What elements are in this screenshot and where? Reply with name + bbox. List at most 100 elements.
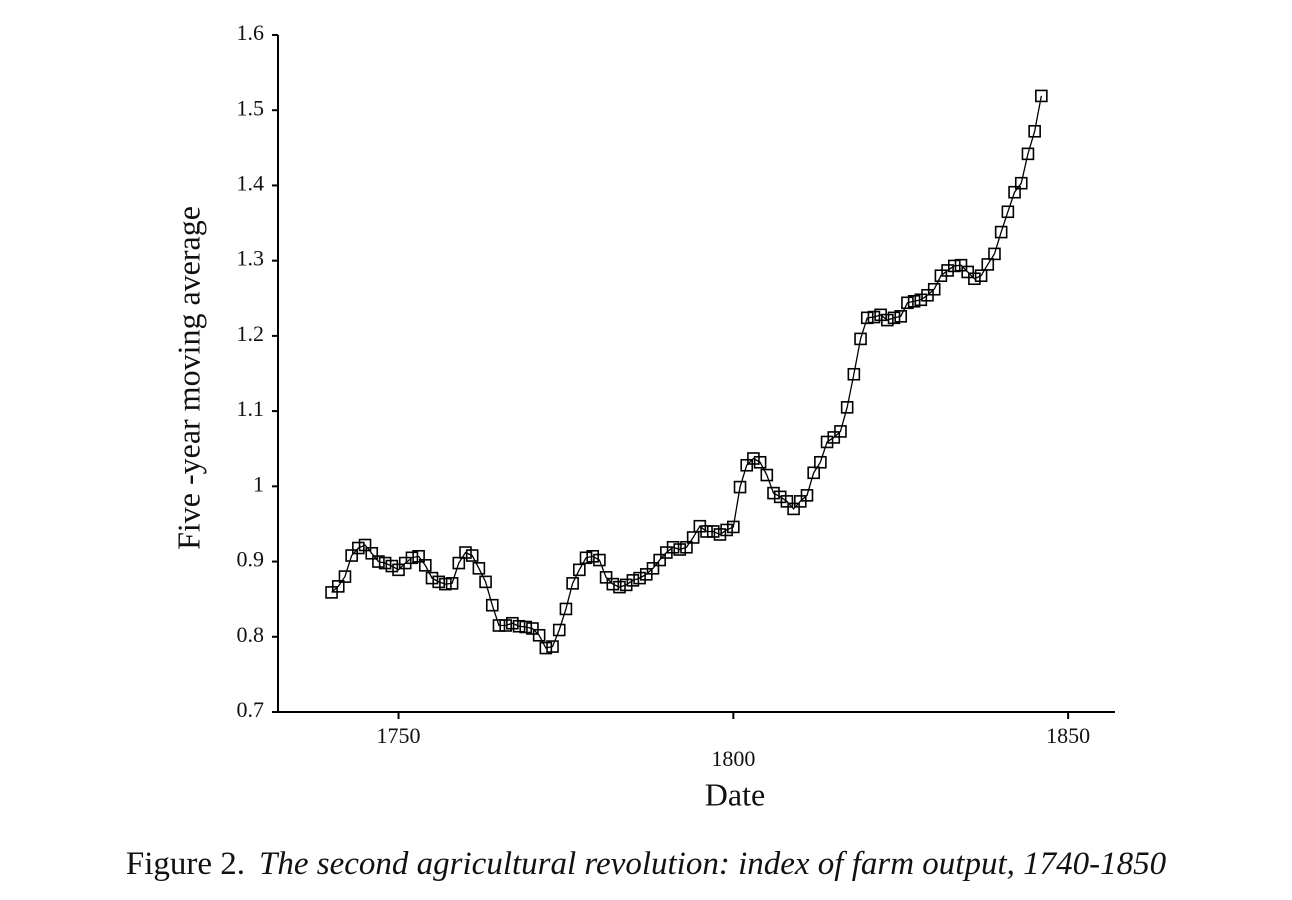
marker	[834, 425, 847, 438]
marker	[860, 311, 874, 325]
marker	[405, 551, 419, 565]
marker	[706, 525, 720, 538]
y-tick-label: 0.8	[237, 622, 265, 647]
marker	[941, 264, 954, 277]
marker	[854, 332, 867, 346]
marker	[331, 580, 345, 593]
marker	[773, 490, 787, 504]
marker	[914, 293, 928, 307]
marker	[465, 549, 479, 562]
marker	[760, 468, 774, 482]
marker	[887, 311, 901, 325]
marker	[767, 486, 780, 500]
marker	[432, 575, 446, 589]
marker	[653, 553, 666, 567]
marker	[619, 578, 633, 592]
marker	[566, 577, 579, 590]
marker	[358, 538, 372, 552]
y-tick-label: 0.7	[237, 697, 265, 722]
marker	[519, 620, 533, 634]
marker	[372, 555, 385, 568]
marker	[412, 549, 425, 563]
marker	[954, 258, 968, 272]
marker	[1035, 89, 1048, 103]
marker	[586, 549, 600, 563]
marker	[968, 272, 981, 286]
marker	[820, 435, 834, 449]
marker	[472, 562, 486, 575]
caption-text: The second agricultural revolution: inde…	[259, 846, 1167, 882]
marker	[1028, 124, 1041, 138]
marker	[425, 571, 439, 585]
marker	[559, 602, 573, 616]
marker	[753, 455, 767, 469]
marker	[613, 580, 626, 594]
marker	[720, 523, 733, 537]
marker	[733, 480, 747, 494]
y-tick-label: 1.1	[237, 396, 265, 421]
marker	[740, 458, 754, 472]
figure-label: Figure 2.	[126, 846, 245, 882]
marker	[673, 543, 687, 556]
marker	[800, 489, 814, 502]
marker	[352, 541, 365, 555]
marker	[499, 619, 512, 632]
marker	[787, 502, 800, 516]
marker	[907, 294, 921, 308]
marker	[1008, 185, 1021, 199]
marker	[1001, 205, 1015, 219]
marker	[727, 520, 740, 534]
marker	[492, 619, 506, 632]
marker	[365, 546, 379, 560]
marker	[573, 563, 586, 577]
marker	[526, 622, 539, 635]
marker	[485, 598, 499, 612]
marker	[780, 495, 794, 508]
marker	[747, 452, 760, 465]
marker	[606, 577, 620, 591]
x-tick-label: 1800	[711, 746, 755, 771]
marker	[452, 556, 466, 570]
marker	[626, 574, 640, 587]
marker	[680, 540, 693, 554]
marker	[532, 628, 546, 642]
y-tick-label: 1.3	[237, 246, 265, 271]
marker	[445, 577, 459, 590]
marker	[338, 570, 352, 583]
marker	[439, 577, 452, 591]
marker	[981, 258, 995, 271]
x-axis-title: Date	[705, 776, 765, 812]
marker	[392, 563, 405, 577]
y-tick-label: 1.5	[237, 95, 265, 120]
marker	[840, 401, 854, 414]
marker	[994, 225, 1008, 239]
marker	[881, 313, 894, 327]
marker	[633, 571, 646, 585]
caption: Figure 2. The second agricultural revolut…	[126, 846, 1167, 882]
marker	[901, 296, 914, 310]
marker	[345, 549, 358, 562]
marker	[1014, 176, 1028, 190]
marker	[378, 556, 392, 570]
marker	[419, 559, 432, 572]
marker	[646, 562, 660, 575]
x-tick-label: 1750	[377, 723, 421, 748]
marker	[593, 553, 606, 567]
marker	[894, 310, 908, 323]
line	[331, 95, 1042, 649]
y-tick-label: 0.9	[237, 547, 265, 572]
marker	[847, 367, 861, 381]
marker	[552, 623, 566, 637]
marker	[814, 455, 827, 469]
y-tick-label: 1	[253, 471, 264, 496]
marker	[807, 466, 820, 480]
marker	[867, 310, 881, 324]
marker	[506, 616, 519, 630]
x-tick-label: 1850	[1046, 723, 1090, 748]
marker	[1021, 147, 1035, 161]
marker	[947, 259, 961, 273]
marker	[546, 640, 559, 653]
marker	[459, 546, 472, 559]
marker	[599, 571, 613, 584]
